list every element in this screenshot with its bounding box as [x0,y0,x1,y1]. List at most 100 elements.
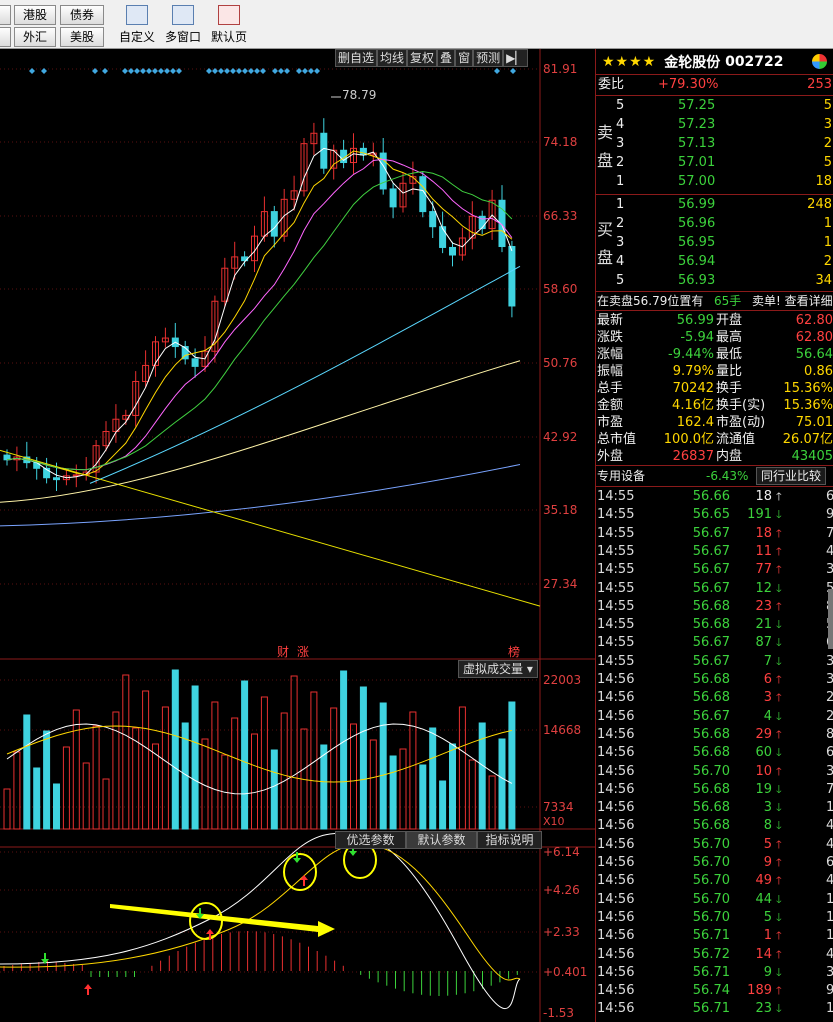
bid-row[interactable]: 3 56.95 1 [596,234,833,252]
optimal-params-tab[interactable]: 优选参数 [335,831,406,849]
volume-bar [13,751,21,830]
signal-diamond-icon [170,68,176,74]
forex-button[interactable]: 外汇 [14,27,56,47]
volume-selector[interactable]: 虚拟成交量 ▾ [458,660,538,678]
ask-volume: 18 [815,174,832,189]
ask-row[interactable]: 4 57.23 3 [596,116,833,134]
quote-label: 外盘 [597,449,624,464]
tick-time: 14:55 [597,543,635,559]
down-arrow-icon: 🡓 [776,709,782,723]
tick-time: 14:56 [597,983,635,999]
tick-scrollbar[interactable] [828,589,833,649]
industry-compare-button[interactable]: 同行业比较 [756,467,827,485]
remove-watchlist-button[interactable]: 删自选 [335,49,378,67]
bid-price: 56.94 [678,254,716,269]
down-arrow-icon: 🡓 [776,654,782,668]
up-arrow-icon: 🡑 [776,526,782,540]
volume-ma-line [6,723,513,795]
us-stock-button[interactable]: 美股 [60,27,104,47]
indicator-help-tab[interactable]: 指标说明 [477,831,542,849]
adjust-button[interactable]: 复权 [407,49,438,67]
tick-row: 14:56 56.68 3 🡓 1 [596,799,833,817]
macd-tick-label: -1.53 [543,1006,575,1020]
signal-diamond-icon [158,68,164,74]
tick-count: 3 [826,964,833,980]
price-tick-label: 66.33 [543,209,578,223]
bid-price: 56.96 [678,216,716,231]
default-params-tab[interactable]: 默认参数 [406,831,477,849]
volume-bar [43,730,51,830]
rank-marker[interactable]: 榜 [508,645,521,659]
multi-window-tool[interactable]: 多窗口 [162,3,204,47]
ask-row[interactable]: 1 57.00 18 [596,173,833,191]
tick-price: 56.67 [692,525,730,541]
quote-value: 56.64 [795,347,833,362]
candle [439,226,447,248]
tick-row: 14:56 56.71 9 🡓 3 [596,964,833,982]
ask-row[interactable]: 3 57.13 2 [596,135,833,153]
bid-row[interactable]: 4 56.94 2 [596,253,833,271]
customize-tool[interactable]: 自定义 [116,3,158,47]
quote-value: -5.94 [680,330,714,345]
price-tick-label: 27.34 [543,577,578,591]
tick-row: 14:56 56.67 4 🡓 2 [596,708,833,726]
tick-time: 14:55 [597,580,635,596]
bond-button[interactable]: 债券 [60,5,104,25]
forecast-button[interactable]: 预测 [473,49,504,67]
volume-bar [102,778,110,830]
tick-count: 3 [826,653,833,669]
tick-price: 56.70 [692,891,730,907]
kline-chart[interactable] [0,49,595,1022]
signal-diamond-icon [272,68,278,74]
tick-price: 56.68 [692,690,730,706]
tick-row: 14:55 56.65 191 🡓 9 [596,506,833,524]
quote-label: 最低 [716,347,743,362]
tip-text: 在卖盘56.79位置有 [597,294,704,308]
finance-marker[interactable]: 财 [277,645,290,659]
tick-count: 1 [826,800,833,816]
signal-diamond-icon [510,68,516,74]
bid-row[interactable]: 2 56.96 1 [596,215,833,233]
price-tick-label: 81.91 [543,62,578,76]
expand-arrow-icon[interactable]: ▶▏ [503,49,528,67]
tick-time: 14:56 [597,909,635,925]
tick-price: 56.70 [692,909,730,925]
tick-time: 14:55 [597,507,635,523]
window-button[interactable]: 窗 [455,49,474,67]
up-arrow-icon: 🡑 [776,874,782,888]
signal-diamond-icon [206,68,212,74]
default-page-tool[interactable]: 默认页 [208,3,250,47]
volume-bar [191,685,199,830]
long-ma-line [0,360,521,503]
tick-row: 14:56 56.70 5 🡑 4 [596,836,833,854]
volume-tick-label: 22003 [543,673,582,687]
down-arrow-icon: 🡓 [776,782,782,796]
bid-row[interactable]: 1 56.99 248 [596,196,833,214]
toolbar-edge-button-1[interactable] [0,5,11,25]
ma-button[interactable]: 均线 [377,49,408,67]
rise-marker[interactable]: 涨 [297,645,310,659]
up-arrow-icon: 🡑 [776,691,782,705]
toolbar-edge-button-2[interactable] [0,27,11,47]
big-order-tip[interactable]: 在卖盘56.79位置有 65手 卖单! 查看详细 [596,292,833,310]
ask-row[interactable]: 5 57.25 5 [596,97,833,115]
tick-price: 56.68 [692,672,730,687]
signal-diamond-icon [92,68,98,74]
volume-bar [33,767,41,830]
hk-stock-button[interactable]: 港股 [14,5,56,25]
tick-time: 14:56 [597,690,635,706]
overlay-button[interactable]: 叠 [437,49,456,67]
volume-bar [53,783,60,830]
ask-row[interactable]: 2 57.01 5 [596,154,833,172]
candle [53,477,60,481]
pie-chart-icon[interactable] [812,54,827,69]
ask-level: 1 [616,174,625,189]
ask-level: 3 [616,136,625,151]
volume-bar [369,739,377,830]
quote-value: -9.44% [668,347,714,362]
bid-row[interactable]: 5 56.93 34 [596,272,833,290]
tick-price: 56.71 [692,1001,730,1017]
tick-volume: 12 [755,580,772,596]
candle [142,364,150,382]
tip-detail-link[interactable]: 卖单! 查看详细 [752,294,833,308]
